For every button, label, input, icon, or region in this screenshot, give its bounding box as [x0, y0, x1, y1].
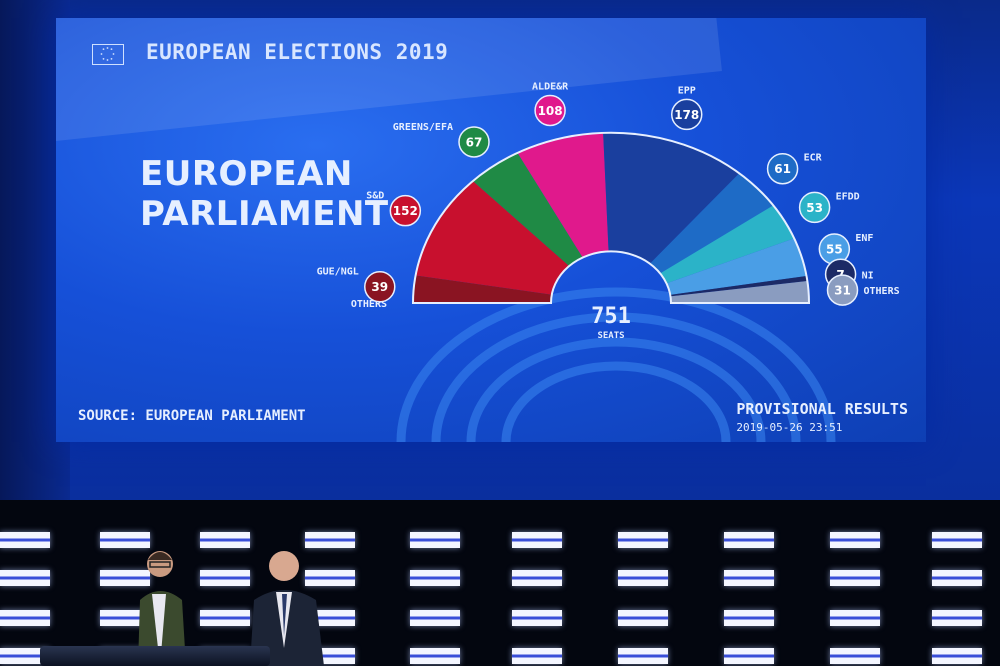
hemicycle-slices: [413, 132, 809, 303]
party-label-alde-and-r: ALDE&R: [532, 81, 569, 92]
seat-badge-epp: [670, 98, 703, 131]
stage-light: [512, 648, 562, 664]
status-text: PROVISIONAL RESULTS: [736, 400, 908, 418]
stage-light: [932, 532, 982, 548]
seat-count-gue-ngl: 39: [371, 280, 388, 294]
stage-light: [512, 570, 562, 586]
results-screen: EUROPEAN ELECTIONS 2019 EUROPEAN PARLIAM…: [56, 18, 926, 442]
seat-badge-alde-and-r: [534, 94, 566, 127]
background-arcs: [396, 287, 836, 442]
presenter-desk: [40, 646, 270, 666]
party-label-s-and-d: S&D: [366, 191, 384, 202]
slice-epp: [603, 132, 740, 264]
party-label-greens-efa: GREENS/EFA: [393, 122, 453, 133]
party-labels: OTHERS 39 GUE/NGL 152 S&D 67 GREENS/EFA 108 ALDE…: [317, 81, 900, 310]
total-seats-number: 751: [591, 304, 631, 329]
page-title-line-2: PARLIAMENT: [140, 194, 389, 234]
stage-light-grid: [0, 500, 1000, 666]
party-label-ni: NI: [862, 270, 874, 281]
stage-light: [932, 610, 982, 626]
party-label-enf: ENF: [855, 233, 873, 244]
stage-light: [410, 570, 460, 586]
stage-light: [100, 532, 150, 548]
slice-greens-efa: [472, 152, 583, 267]
stage-light: [0, 610, 50, 626]
header-title: EUROPEAN ELECTIONS 2019: [146, 40, 449, 64]
slice-s-and-d: [415, 180, 570, 295]
seat-count-alde-and-r: 108: [538, 104, 563, 118]
slice-others-right: [670, 280, 809, 303]
hemicycle-outline: [411, 131, 811, 304]
stage-light: [100, 570, 150, 586]
stage-light: [618, 570, 668, 586]
seat-badge-gue-ngl: [364, 270, 396, 303]
stage-light: [410, 610, 460, 626]
stage-light: [512, 610, 562, 626]
stage-light: [618, 648, 668, 664]
stage-light: [305, 570, 355, 586]
stage-light: [830, 570, 880, 586]
slice-gue-ngl: [413, 275, 552, 303]
stage-light: [618, 532, 668, 548]
seat-count-others-right: 31: [834, 284, 851, 298]
stage-light: [200, 610, 250, 626]
slice-enf: [666, 238, 807, 295]
seat-count-ecr: 61: [774, 162, 791, 176]
stage-light: [724, 570, 774, 586]
seat-badge-ecr: [766, 152, 799, 185]
stage-light: [0, 570, 50, 586]
stage-light: [830, 532, 880, 548]
stage-light: [932, 648, 982, 664]
stage-light: [830, 648, 880, 664]
party-label-epp: EPP: [678, 85, 696, 96]
stage-light: [618, 610, 668, 626]
stage-light: [100, 610, 150, 626]
party-label-gue-ngl: GUE/NGL: [317, 267, 359, 278]
stage-light: [724, 610, 774, 626]
party-label-others-right: OTHERS: [864, 286, 900, 297]
timestamp: 2019-05-26 23:51: [736, 421, 843, 434]
seat-badge-others-right: [826, 274, 859, 306]
stage-light: [200, 570, 250, 586]
results-status: PROVISIONAL RESULTS 2019-05-26 23:51: [736, 400, 908, 434]
hemicycle-chart: OTHERS 39 GUE/NGL 152 S&D 67 GREENS/EFA 108 ALDE…: [317, 81, 900, 442]
slice-efdd: [660, 205, 795, 284]
seat-badge-efdd: [798, 191, 831, 224]
page-title: EUROPEAN PARLIAMENT: [140, 154, 389, 234]
stage-light: [724, 532, 774, 548]
slice-alde-and-r: [517, 132, 609, 258]
seat-count-s-and-d: 152: [393, 204, 418, 218]
slice-ecr: [649, 173, 774, 274]
stage-light: [200, 532, 250, 548]
stage-light: [0, 648, 50, 664]
seat-count-enf: 55: [826, 243, 843, 257]
stage-light: [410, 648, 460, 664]
seat-badge-greens-efa: [458, 126, 490, 158]
stage-light: [830, 610, 880, 626]
stage-light: [410, 532, 460, 548]
party-label-ecr: ECR: [804, 153, 823, 164]
stage-light: [512, 532, 562, 548]
seat-count-epp: 178: [674, 108, 699, 122]
eu-flag-icon: [92, 44, 124, 65]
stage-light: [0, 532, 50, 548]
seat-badge-s-and-d: [389, 194, 422, 227]
seat-count-efdd: 53: [806, 201, 823, 215]
stage-light: [724, 648, 774, 664]
party-label-efdd: EFDD: [836, 191, 860, 202]
stage-backdrop: [0, 500, 1000, 666]
total-seats-label: SEATS: [597, 331, 624, 341]
source-note: SOURCE: EUROPEAN PARLIAMENT: [78, 408, 306, 424]
slice-ni: [670, 276, 808, 297]
stage-light: [305, 532, 355, 548]
page-title-line-1: EUROPEAN: [140, 154, 353, 194]
stage-light: [932, 570, 982, 586]
party-label-others-left: OTHERS: [351, 299, 387, 310]
seat-count-greens-efa: 67: [466, 135, 483, 149]
